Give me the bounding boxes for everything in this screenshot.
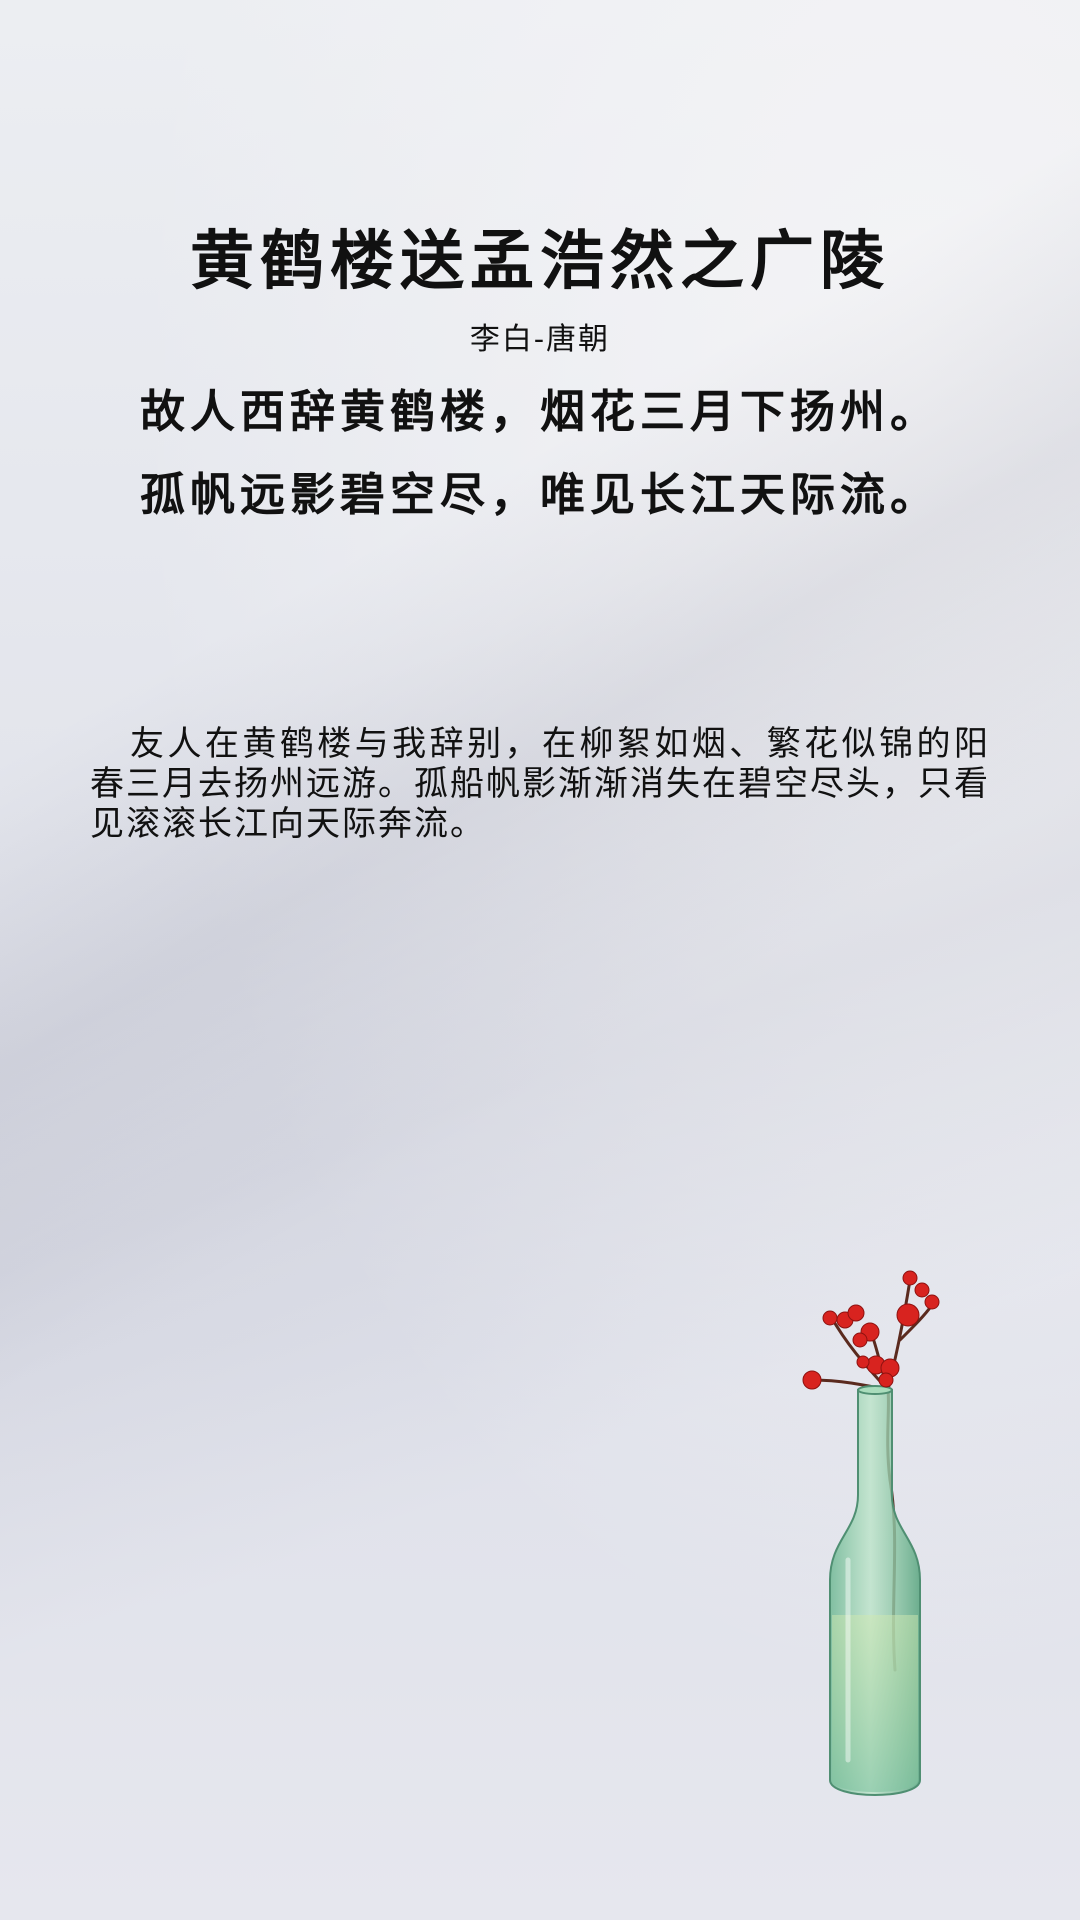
poem-author: 李白-唐朝: [469, 322, 611, 357]
poem-translation: 友人在黄鹤楼与我辞别，在柳絮如烟、繁花似锦的阳春三月去扬州远游。孤船帆影渐渐消失…: [90, 724, 990, 844]
poem-verse-2: 孤帆远影碧空尽，唯见长江天际流。: [139, 468, 940, 521]
vase-with-red-berries-icon: [802, 1270, 940, 1796]
poem-title: 黄鹤楼送孟浩然之广陵: [190, 224, 890, 299]
poem-verse-1: 故人西辞黄鹤楼，烟花三月下扬州。: [139, 385, 940, 438]
